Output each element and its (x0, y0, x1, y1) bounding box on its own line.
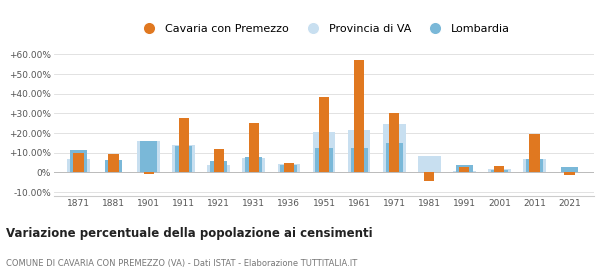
Bar (172, 145, 195, 172)
Bar (459, 167, 469, 172)
Bar (565, 172, 575, 175)
Bar (109, 154, 119, 172)
Bar (210, 161, 227, 172)
Bar (347, 130, 370, 172)
Bar (561, 167, 578, 172)
Text: COMUNE DI CAVARIA CON PREMEZZO (VA) - Dati ISTAT - Elaborazione TUTTITALIA.IT: COMUNE DI CAVARIA CON PREMEZZO (VA) - Da… (6, 259, 357, 268)
Legend: Cavaria con Premezzo, Provincia di VA, Lombardia: Cavaria con Premezzo, Provincia di VA, L… (134, 20, 514, 38)
Bar (137, 141, 160, 172)
Bar (529, 134, 539, 172)
Bar (354, 60, 364, 172)
Bar (424, 172, 434, 181)
Text: Variazione percentuale della popolazione ai censimenti: Variazione percentuale della popolazione… (6, 227, 373, 240)
Bar (350, 148, 368, 172)
Bar (494, 167, 505, 172)
Bar (67, 158, 90, 172)
Bar (179, 118, 189, 172)
Bar (386, 143, 403, 172)
Bar (418, 156, 440, 172)
Bar (488, 169, 511, 172)
Bar (456, 165, 473, 172)
Bar (319, 97, 329, 172)
Bar (175, 146, 192, 172)
Bar (389, 113, 399, 172)
Bar (523, 158, 546, 172)
Bar (245, 157, 262, 172)
Bar (526, 158, 543, 172)
Bar (143, 172, 154, 174)
Bar (140, 141, 157, 172)
Bar (70, 150, 87, 172)
Bar (383, 124, 406, 172)
Bar (313, 132, 335, 172)
Bar (73, 153, 83, 172)
Bar (316, 148, 332, 172)
Bar (105, 160, 122, 172)
Bar (491, 171, 508, 172)
Bar (284, 163, 294, 172)
Bar (242, 158, 265, 172)
Bar (453, 171, 476, 172)
Bar (249, 123, 259, 172)
Bar (208, 165, 230, 172)
Bar (214, 149, 224, 172)
Bar (280, 165, 298, 172)
Bar (278, 164, 301, 172)
